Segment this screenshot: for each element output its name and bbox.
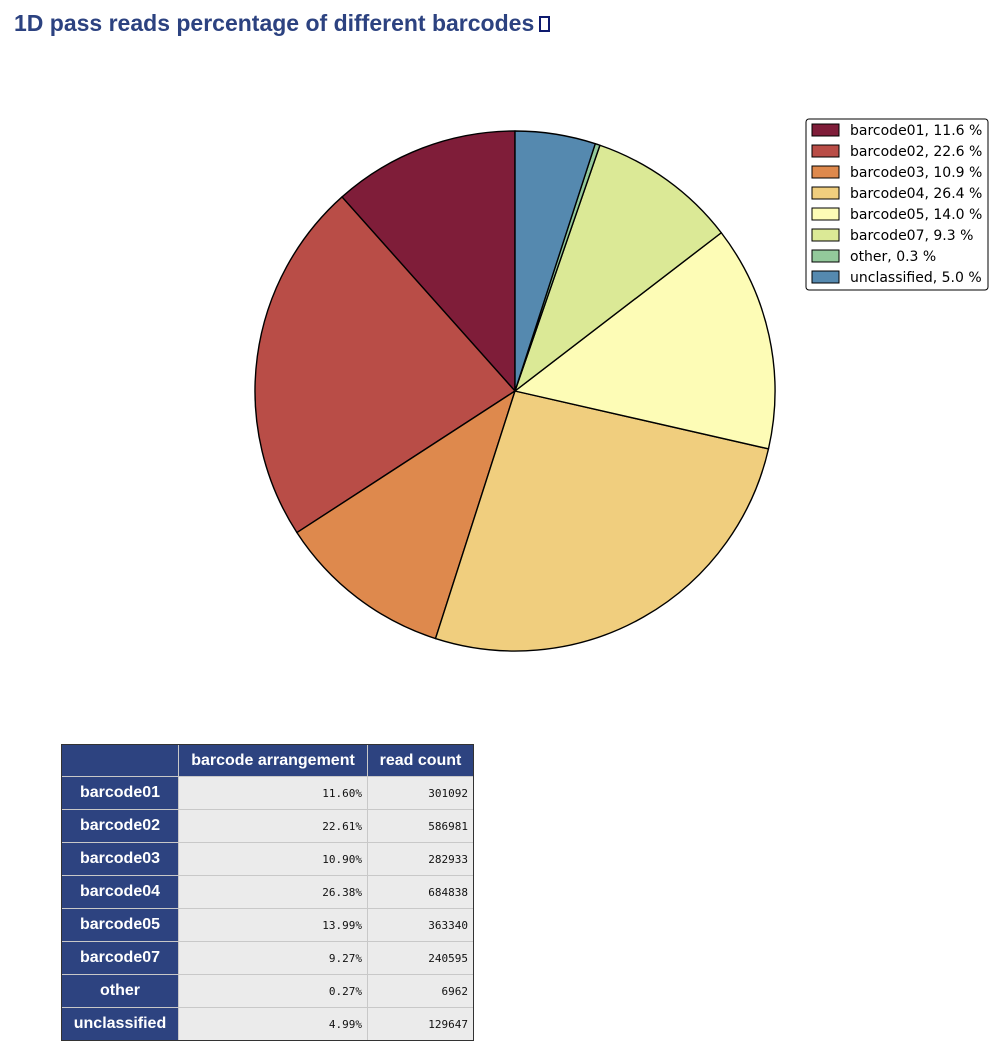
legend-swatch-other <box>811 249 840 263</box>
row-header: barcode05 <box>61 908 179 942</box>
table-row: barcode04 26.38% 684838 <box>61 875 474 909</box>
legend-label-other: other, 0.3 % <box>850 249 936 265</box>
legend-label-barcode01: barcode01, 11.6 % <box>850 123 982 139</box>
pie-slice-barcode02 <box>254 196 516 534</box>
count-cell: 684838 <box>367 875 474 909</box>
legend-label-barcode07: barcode07, 9.3 % <box>850 228 973 244</box>
page-title-text: 1D pass reads percentage of different ba… <box>14 10 535 36</box>
pie-slice-barcode01 <box>341 130 516 392</box>
count-cell: 240595 <box>367 941 474 975</box>
percent-cell: 22.61% <box>178 809 368 843</box>
row-header: other <box>61 974 179 1008</box>
table-row: other 0.27% 6962 <box>61 974 474 1008</box>
pie-chart: barcode01, 11.6 % barcode02, 22.6 % barcod… <box>254 118 989 652</box>
pie-slice-barcode03 <box>296 390 516 640</box>
percent-cell: 10.90% <box>178 842 368 876</box>
table-row: barcode03 10.90% 282933 <box>61 842 474 876</box>
legend-swatch-barcode07 <box>811 228 840 242</box>
legend-swatch-barcode04 <box>811 186 840 200</box>
legend-swatch-barcode03 <box>811 165 840 179</box>
table-row: barcode05 13.99% 363340 <box>61 908 474 942</box>
legend-swatch-barcode01 <box>811 123 840 137</box>
percent-cell: 13.99% <box>178 908 368 942</box>
title-glyph-icon <box>539 16 551 32</box>
legend-entries: barcode01, 11.6 % barcode02, 22.6 % barcod… <box>811 123 982 286</box>
row-header: barcode07 <box>61 941 179 975</box>
page-title: 1D pass reads percentage of different ba… <box>14 10 551 37</box>
table-corner-header <box>61 744 179 777</box>
pie-slices <box>254 130 776 652</box>
pie-slice-unclassified <box>514 130 596 392</box>
legend-label-unclassified: unclassified, 5.0 % <box>850 270 982 286</box>
table-row: unclassified 4.99% 129647 <box>61 1007 474 1041</box>
legend-label-barcode02: barcode02, 22.6 % <box>850 144 982 160</box>
barcode-table: barcode arrangement read count barcode01… <box>61 744 474 1041</box>
column-header-read-count: read count <box>367 744 474 777</box>
count-cell: 6962 <box>367 974 474 1008</box>
row-header: barcode03 <box>61 842 179 876</box>
count-cell: 586981 <box>367 809 474 843</box>
legend-swatch-barcode02 <box>811 144 840 158</box>
legend-swatch-barcode05 <box>811 207 840 221</box>
pie-slice-barcode07 <box>514 144 722 392</box>
row-header: barcode02 <box>61 809 179 843</box>
legend-frame <box>805 118 989 291</box>
row-header: barcode04 <box>61 875 179 909</box>
count-cell: 363340 <box>367 908 474 942</box>
row-header: barcode01 <box>61 776 179 810</box>
chart-legend: barcode01, 11.6 % barcode02, 22.6 % barcod… <box>805 118 989 291</box>
table-row: barcode02 22.61% 586981 <box>61 809 474 843</box>
count-cell: 301092 <box>367 776 474 810</box>
legend-label-barcode03: barcode03, 10.9 % <box>850 165 982 181</box>
percent-cell: 0.27% <box>178 974 368 1008</box>
count-cell: 282933 <box>367 842 474 876</box>
row-header: unclassified <box>61 1007 179 1041</box>
percent-cell: 4.99% <box>178 1007 368 1041</box>
legend-swatch-unclassified <box>811 270 840 284</box>
table-header-row: barcode arrangement read count <box>61 744 474 777</box>
table-row: barcode01 11.60% 301092 <box>61 776 474 810</box>
pie-slice-barcode05 <box>514 232 776 450</box>
legend-label-barcode05: barcode05, 14.0 % <box>850 207 982 223</box>
table-row: barcode07 9.27% 240595 <box>61 941 474 975</box>
legend-label-barcode04: barcode04, 26.4 % <box>850 186 982 202</box>
count-cell: 129647 <box>367 1007 474 1041</box>
percent-cell: 26.38% <box>178 875 368 909</box>
percent-cell: 11.60% <box>178 776 368 810</box>
pie-slice-barcode04 <box>434 390 770 652</box>
column-header-barcode-arrangement: barcode arrangement <box>178 744 368 777</box>
percent-cell: 9.27% <box>178 941 368 975</box>
